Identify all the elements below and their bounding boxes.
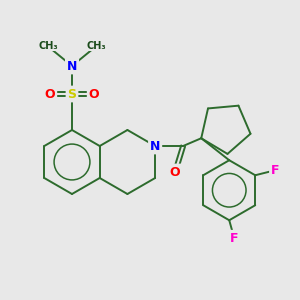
- Text: O: O: [170, 166, 181, 178]
- Text: S: S: [68, 88, 76, 100]
- Text: O: O: [89, 88, 99, 100]
- Text: CH₃: CH₃: [38, 41, 58, 51]
- Text: O: O: [45, 88, 55, 100]
- Text: N: N: [67, 59, 77, 73]
- Text: CH₃: CH₃: [86, 41, 106, 51]
- Text: F: F: [271, 164, 280, 177]
- Text: F: F: [230, 232, 238, 245]
- Text: N: N: [150, 140, 160, 152]
